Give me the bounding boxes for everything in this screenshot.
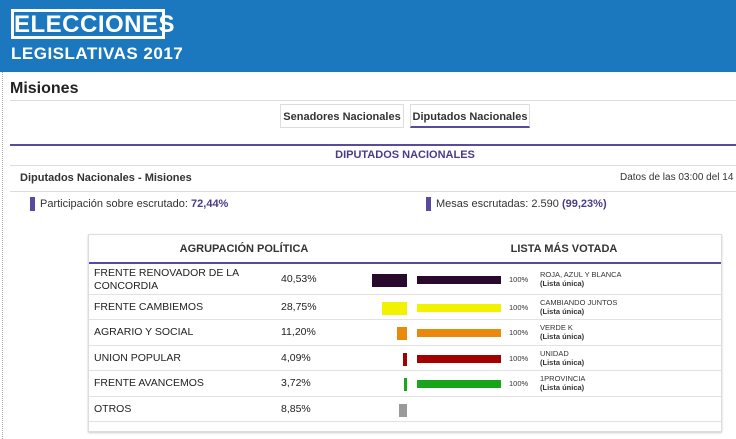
party-percent: 4,09%: [281, 351, 311, 364]
list-name: CAMBIANDO JUNTOS: [540, 297, 618, 307]
page-border: [2, 72, 3, 439]
header-title[interactable]: ELECCIONES: [11, 9, 175, 39]
divider: [10, 100, 736, 101]
participation-label: Participación sobre escrutado:: [40, 198, 188, 210]
party-name: AGRARIO Y SOCIAL: [94, 326, 194, 338]
party-percent: 3,72%: [281, 377, 311, 389]
row-line: [89, 345, 721, 346]
tab-active[interactable]: Diputados Nacionales: [410, 104, 530, 128]
header-subtitle: LEGISLATIVAS 2017: [11, 44, 184, 63]
row-line: [89, 319, 721, 320]
section-title: DIPUTADOS NACIONALES: [335, 149, 475, 161]
timestamp: Datos de las 03:00 del 14 de: [620, 172, 736, 183]
list-bar: [417, 329, 501, 337]
participation: Participación sobre escrutado: 72,44%: [40, 198, 228, 210]
party-name: OTROS: [94, 402, 132, 415]
results-table: AGRUPACIÓN POLÍTICA LISTA MÁS VOTADA FRE…: [88, 234, 722, 432]
list-note: (Lista única): [540, 332, 585, 341]
divider: [10, 191, 736, 192]
divider: [10, 144, 736, 146]
list-percent: 100%: [509, 274, 529, 284]
party-name: FRENTE AVANCEMOS: [94, 377, 204, 389]
party-name: FRENTE RENOVADOR DE LA CONCORDIA: [94, 266, 239, 292]
province-title: Misiones: [10, 80, 79, 97]
table-header: LISTA MÁS VOTADA: [510, 243, 618, 255]
party-percent: 28,75%: [281, 300, 317, 313]
mesas: Mesas escrutadas: 2.590 (99,23%): [436, 198, 607, 210]
header: ELECCIONES LEGISLATIVAS 2017: [0, 0, 736, 72]
table-header: AGRUPACIÓN POLÍTICA: [179, 243, 309, 255]
list-name: ROJA, AZUL Y BLANCA: [540, 269, 622, 279]
percent-bar: [372, 273, 407, 287]
percent-bar: [403, 352, 407, 366]
divider: [10, 165, 736, 166]
list-percent: 100%: [509, 328, 529, 337]
summary-title: Diputados Nacionales - Misiones: [20, 172, 192, 184]
list-note: (Lista única): [540, 306, 585, 316]
list-percent: 100%: [509, 302, 529, 312]
list-bar: [417, 275, 501, 284]
row-line: [89, 294, 721, 295]
percent-bar: [397, 327, 407, 340]
tab[interactable]: Senadores Nacionales: [280, 104, 404, 128]
percent-bar: [382, 301, 407, 315]
party-percent: 40,53%: [281, 272, 317, 285]
participation-value: 72,44%: [191, 198, 229, 210]
list-note: (Lista única): [540, 278, 585, 288]
percent-bar: [403, 378, 407, 391]
list-percent: 100%: [509, 379, 529, 388]
list-percent: 100%: [509, 353, 529, 363]
marker: [426, 197, 431, 211]
list-name: VERDE K: [540, 323, 573, 332]
party-name: UNION POPULAR: [94, 351, 181, 364]
percent-bar: [399, 403, 407, 417]
list-note: (Lista única): [540, 357, 585, 367]
row-line: [89, 421, 721, 422]
list-name: 1PROVINCIA: [540, 374, 586, 383]
list-name: UNIDAD: [540, 348, 569, 358]
list-bar: [417, 380, 501, 388]
list-bar: [417, 303, 501, 312]
row-line: [89, 370, 721, 371]
list-note: (Lista única): [540, 383, 585, 392]
party-name: FRENTE CAMBIEMOS: [94, 300, 204, 313]
party-percent: 8,85%: [281, 402, 311, 415]
party-percent: 11,20%: [281, 326, 316, 338]
mesas-value: (99,23%): [561, 198, 607, 210]
header-line: [89, 262, 721, 264]
marker: [30, 197, 35, 211]
row-line: [89, 396, 721, 397]
mesas-label: Mesas escrutadas: 2.590: [436, 198, 559, 210]
list-bar: [417, 354, 501, 363]
